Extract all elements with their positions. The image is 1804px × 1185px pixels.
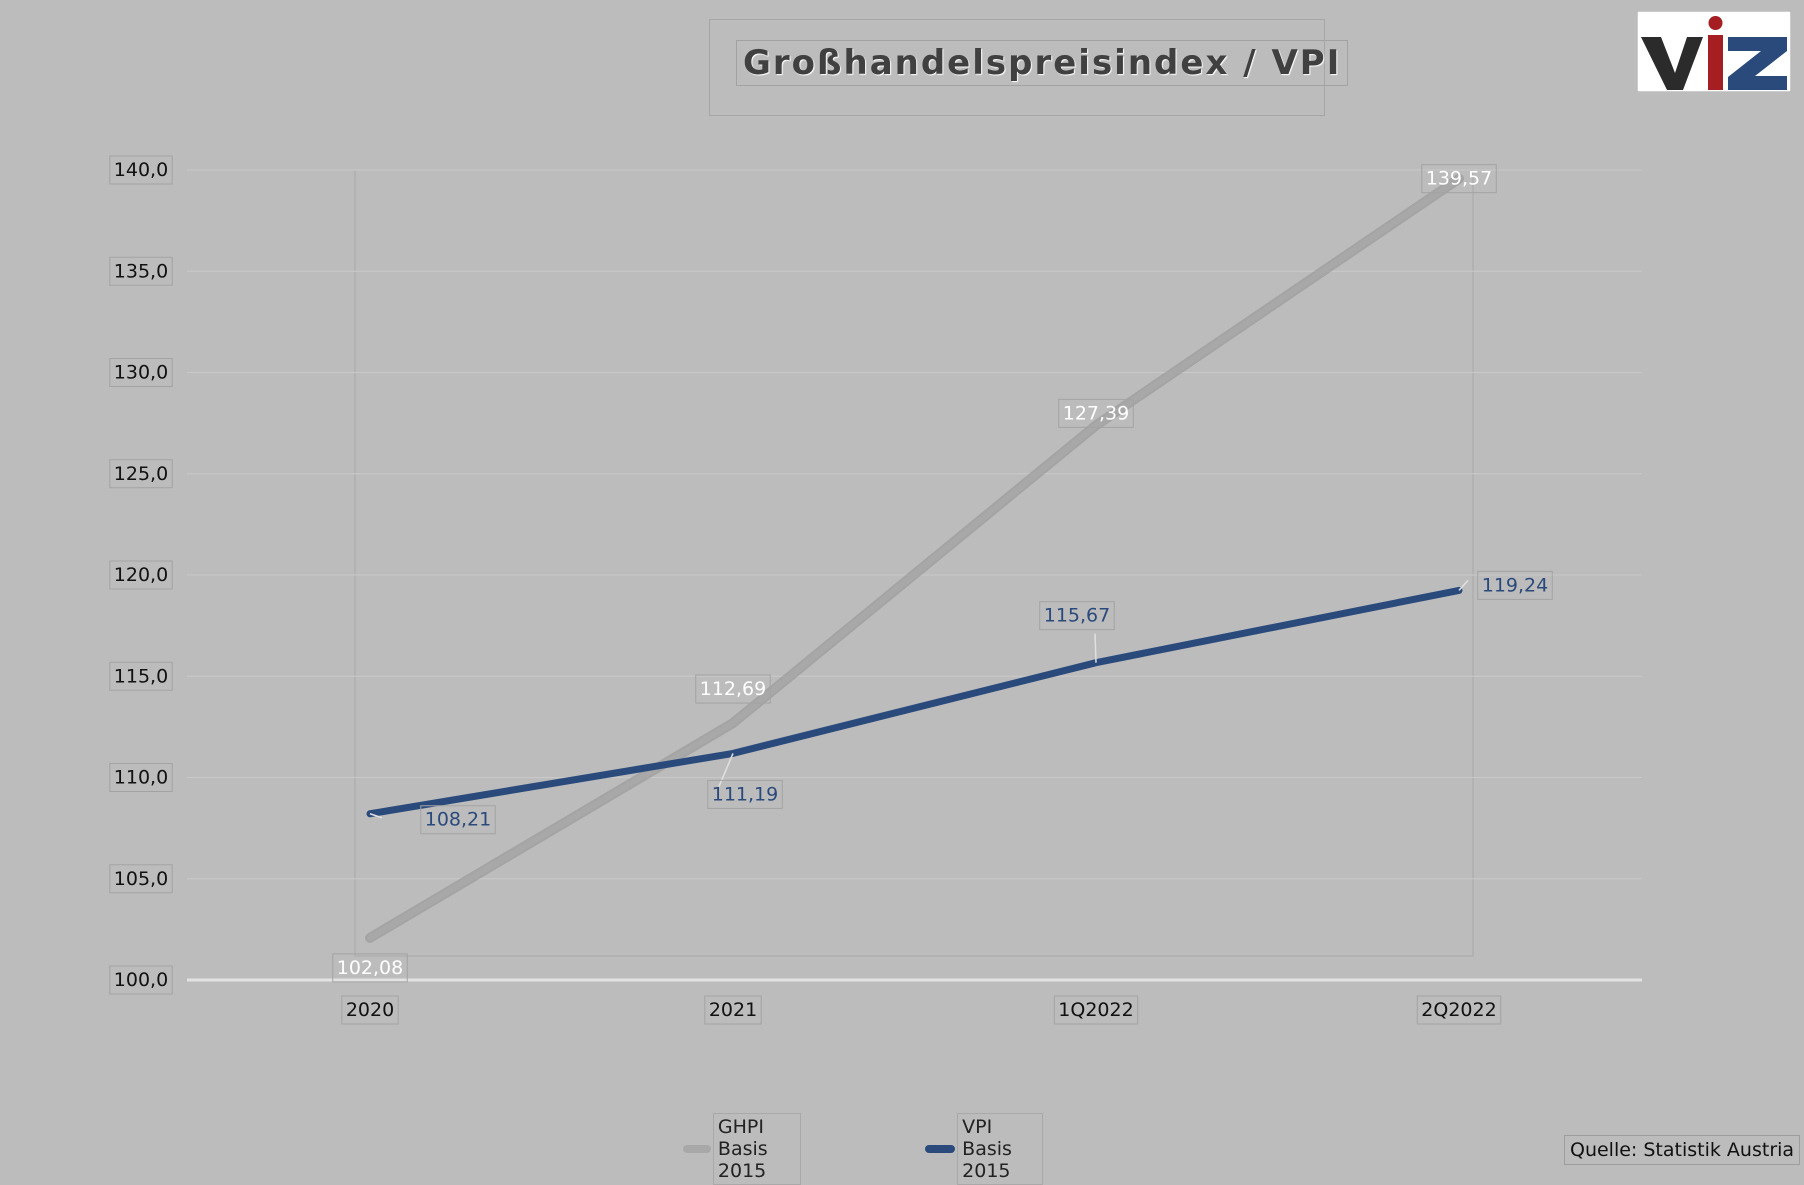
vpi-data-label: 111,19 [707,779,783,809]
svg-text:115,0: 115,0 [114,665,168,687]
y-tick-label: 115,0 [109,661,173,691]
ghpi-data-label: 139,57 [1421,164,1497,194]
svg-text:105,0: 105,0 [114,868,168,890]
svg-text:2020: 2020 [346,999,394,1021]
series-ghpi-line [367,175,1462,941]
x-tick-label: 2021 [704,995,762,1025]
svg-text:120,0: 120,0 [114,564,168,586]
y-tick-label: 110,0 [109,763,173,792]
svg-text:135,0: 135,0 [114,260,168,282]
leader-line [1094,633,1097,663]
chart-title: Großhandelspreisindex / VPI [736,40,1349,86]
axis-ticks: 100,0 105,0 110,0 115,0 120,0 125,0 130,0 135,0… [109,155,1502,1025]
y-tick-label: 125,0 [109,459,173,489]
svg-text:2021: 2021 [709,999,757,1021]
y-tick-label: 105,0 [109,864,173,894]
source-note: Quelle: Statistik Austria [1564,1135,1801,1165]
svg-text:130,0: 130,0 [114,362,168,384]
legend-label-ghpi: GHPI Basis 2015 [712,1113,801,1185]
vpi-data-label: 119,24 [1477,570,1553,600]
y-tick-label: 120,0 [109,560,173,590]
vpi-data-label: 115,67 [1039,601,1115,631]
series-vpi-line [366,586,1463,818]
x-tick-label: 2Q2022 [1416,995,1502,1025]
svg-text:119,24: 119,24 [1482,574,1548,596]
svg-text:139,57: 139,57 [1426,168,1492,190]
svg-text:1Q2022: 1Q2022 [1058,999,1133,1021]
vpi-data-label: 108,21 [420,805,496,835]
legend-item-vpi: VPI Basis 2015 [925,1113,1043,1185]
series-lines [365,173,1464,943]
leader-line [1458,579,1469,591]
svg-text:115,67: 115,67 [1044,605,1110,627]
svg-text:108,21: 108,21 [425,809,491,831]
y-tick-label: 140,0 [109,155,173,185]
svg-text:102,08: 102,08 [337,957,403,979]
ghpi-data-label: 127,39 [1058,398,1134,428]
y-tick-label: 135,0 [109,256,173,286]
x-tick-label: 2020 [341,995,399,1025]
legend-item-ghpi: GHPI Basis 2015 [683,1113,801,1185]
svg-text:112,69: 112,69 [700,678,766,700]
y-tick-label: 130,0 [109,358,173,387]
viz-logo [1637,11,1791,92]
svg-text:125,0: 125,0 [114,463,168,485]
svg-text:2Q2022: 2Q2022 [1421,999,1496,1021]
y-tick-label: 100,0 [109,965,173,995]
data-labels: 102,08 112,69 127,39 139,57 108,21 111,19 115,… [332,164,1553,983]
title-frame [709,19,1325,116]
svg-text:100,0: 100,0 [114,969,168,991]
legend-swatch-vpi [925,1145,956,1153]
ghpi-data-label: 102,08 [332,953,408,983]
legend-label-vpi: VPI Basis 2015 [957,1113,1043,1185]
gridlines [187,169,1642,880]
svg-text:127,39: 127,39 [1063,402,1129,424]
svg-text:140,0: 140,0 [114,159,168,181]
svg-text:111,19: 111,19 [712,783,778,805]
ghpi-data-label: 112,69 [695,674,771,704]
x-tick-label: 1Q2022 [1053,995,1139,1025]
svg-text:110,0: 110,0 [114,767,168,789]
leader-line [369,813,383,819]
legend-swatch-ghpi [683,1145,711,1153]
